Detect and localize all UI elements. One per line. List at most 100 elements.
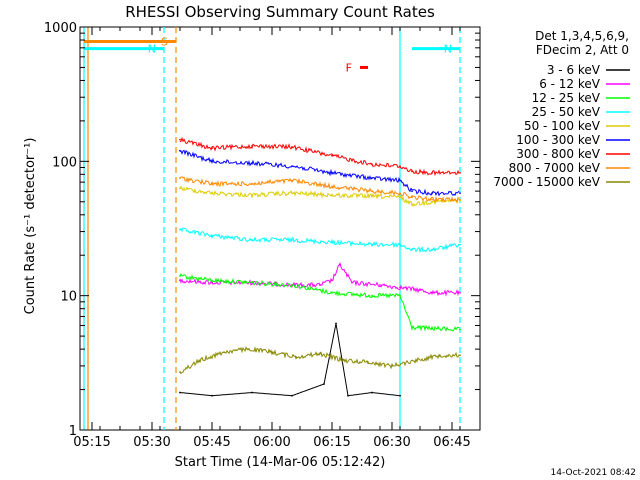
- x-tick-label: 05:15: [73, 435, 110, 450]
- data-point: [371, 177, 373, 180]
- series-50-100-kev: [179, 185, 461, 207]
- series-line: [179, 323, 400, 397]
- vertical-markers: [83, 27, 461, 430]
- data-point: [459, 354, 461, 357]
- data-point: [179, 228, 181, 231]
- data-point: [211, 160, 213, 163]
- flag-label: F: [346, 61, 352, 74]
- data-point: [339, 263, 341, 266]
- data-point: [331, 154, 333, 157]
- data-point: [331, 172, 333, 174]
- data-point: [371, 163, 373, 166]
- y-tick-label: 1000: [44, 21, 77, 36]
- data-point: [379, 284, 381, 286]
- legend-label: 800 - 7000 keV: [509, 161, 601, 175]
- data-point: [431, 248, 433, 251]
- data-point: [431, 291, 433, 294]
- data-point: [331, 194, 333, 197]
- data-point: [431, 172, 433, 174]
- legend-label: 300 - 800 keV: [516, 147, 600, 161]
- series-line: [179, 149, 460, 197]
- data-point: [411, 190, 413, 193]
- legend-header-1: Det 1,3,4,5,6,9,: [535, 29, 629, 43]
- data-point: [271, 351, 273, 354]
- data-point: [211, 394, 213, 397]
- data-point: [331, 291, 333, 294]
- series-line: [179, 176, 460, 203]
- data-point: [371, 294, 373, 297]
- data-point: [179, 149, 181, 152]
- data-point: [399, 243, 401, 246]
- data-point: [419, 289, 421, 292]
- data-point: [411, 196, 413, 199]
- data-point: [291, 165, 293, 168]
- data-point: [431, 198, 433, 201]
- data-point: [179, 275, 181, 277]
- data-series: [179, 136, 461, 397]
- data-point: [459, 291, 461, 294]
- data-point: [211, 234, 213, 237]
- x-tick-label: 06:00: [253, 435, 290, 450]
- axis-ticks: 05:15 05:30 05:45 06:00 06:15 06:30 06:45 1 10 10…: [44, 21, 481, 450]
- data-point: [459, 172, 461, 174]
- series-7000-15000-kev: [179, 346, 461, 375]
- data-point: [179, 177, 181, 180]
- data-point: [391, 365, 393, 367]
- data-point: [411, 170, 413, 173]
- data-point: [251, 145, 253, 147]
- data-point: [371, 391, 373, 394]
- data-point: [291, 192, 293, 195]
- data-point: [399, 165, 401, 168]
- legend-label: 25 - 50 keV: [532, 105, 601, 119]
- data-point: [371, 243, 373, 246]
- data-point: [331, 279, 333, 282]
- data-point: [251, 239, 253, 241]
- data-point: [411, 326, 413, 329]
- data-point: [211, 192, 213, 195]
- data-point: [351, 281, 353, 284]
- y-tick-label: 10: [60, 290, 77, 305]
- data-point: [291, 146, 293, 148]
- data-point: [251, 162, 253, 165]
- series-300-800-kev: [179, 136, 461, 177]
- state-flags: SN NF: [84, 35, 460, 74]
- legend-header-2: FDecim 2, Att 0: [536, 43, 629, 57]
- data-point: [459, 198, 461, 201]
- data-point: [211, 147, 213, 150]
- data-point: [179, 187, 181, 190]
- series-800-7000-kev: [179, 176, 461, 203]
- data-point: [179, 391, 181, 394]
- x-tick-label: 05:45: [193, 435, 230, 450]
- data-point: [251, 194, 253, 197]
- data-point: [251, 281, 253, 284]
- y-tick-label: 1: [69, 424, 77, 439]
- data-point: [247, 348, 249, 351]
- data-point: [223, 351, 225, 354]
- data-point: [291, 394, 293, 397]
- data-point: [399, 179, 401, 182]
- data-point: [399, 394, 401, 397]
- data-point: [291, 179, 293, 182]
- data-point: [431, 200, 433, 203]
- data-point: [459, 243, 461, 246]
- data-point: [371, 195, 373, 198]
- data-point: [319, 284, 321, 286]
- data-point: [291, 239, 293, 241]
- series-25-50-kev: [179, 227, 461, 254]
- data-point: [295, 356, 297, 358]
- series-line: [179, 227, 460, 254]
- data-point: [211, 182, 213, 185]
- data-point: [179, 371, 181, 373]
- data-point: [371, 190, 373, 193]
- series-12-25-kev: [179, 273, 461, 332]
- data-point: [251, 182, 253, 185]
- flag-label: N: [148, 43, 156, 56]
- data-point: [399, 192, 401, 195]
- data-point: [319, 352, 321, 355]
- data-point: [323, 383, 325, 385]
- data-point: [251, 391, 253, 394]
- x-axis-label: Start Time (14-Mar-06 05:12:42): [175, 455, 386, 470]
- data-point: [459, 328, 461, 331]
- data-point: [399, 196, 401, 199]
- data-point: [179, 138, 181, 141]
